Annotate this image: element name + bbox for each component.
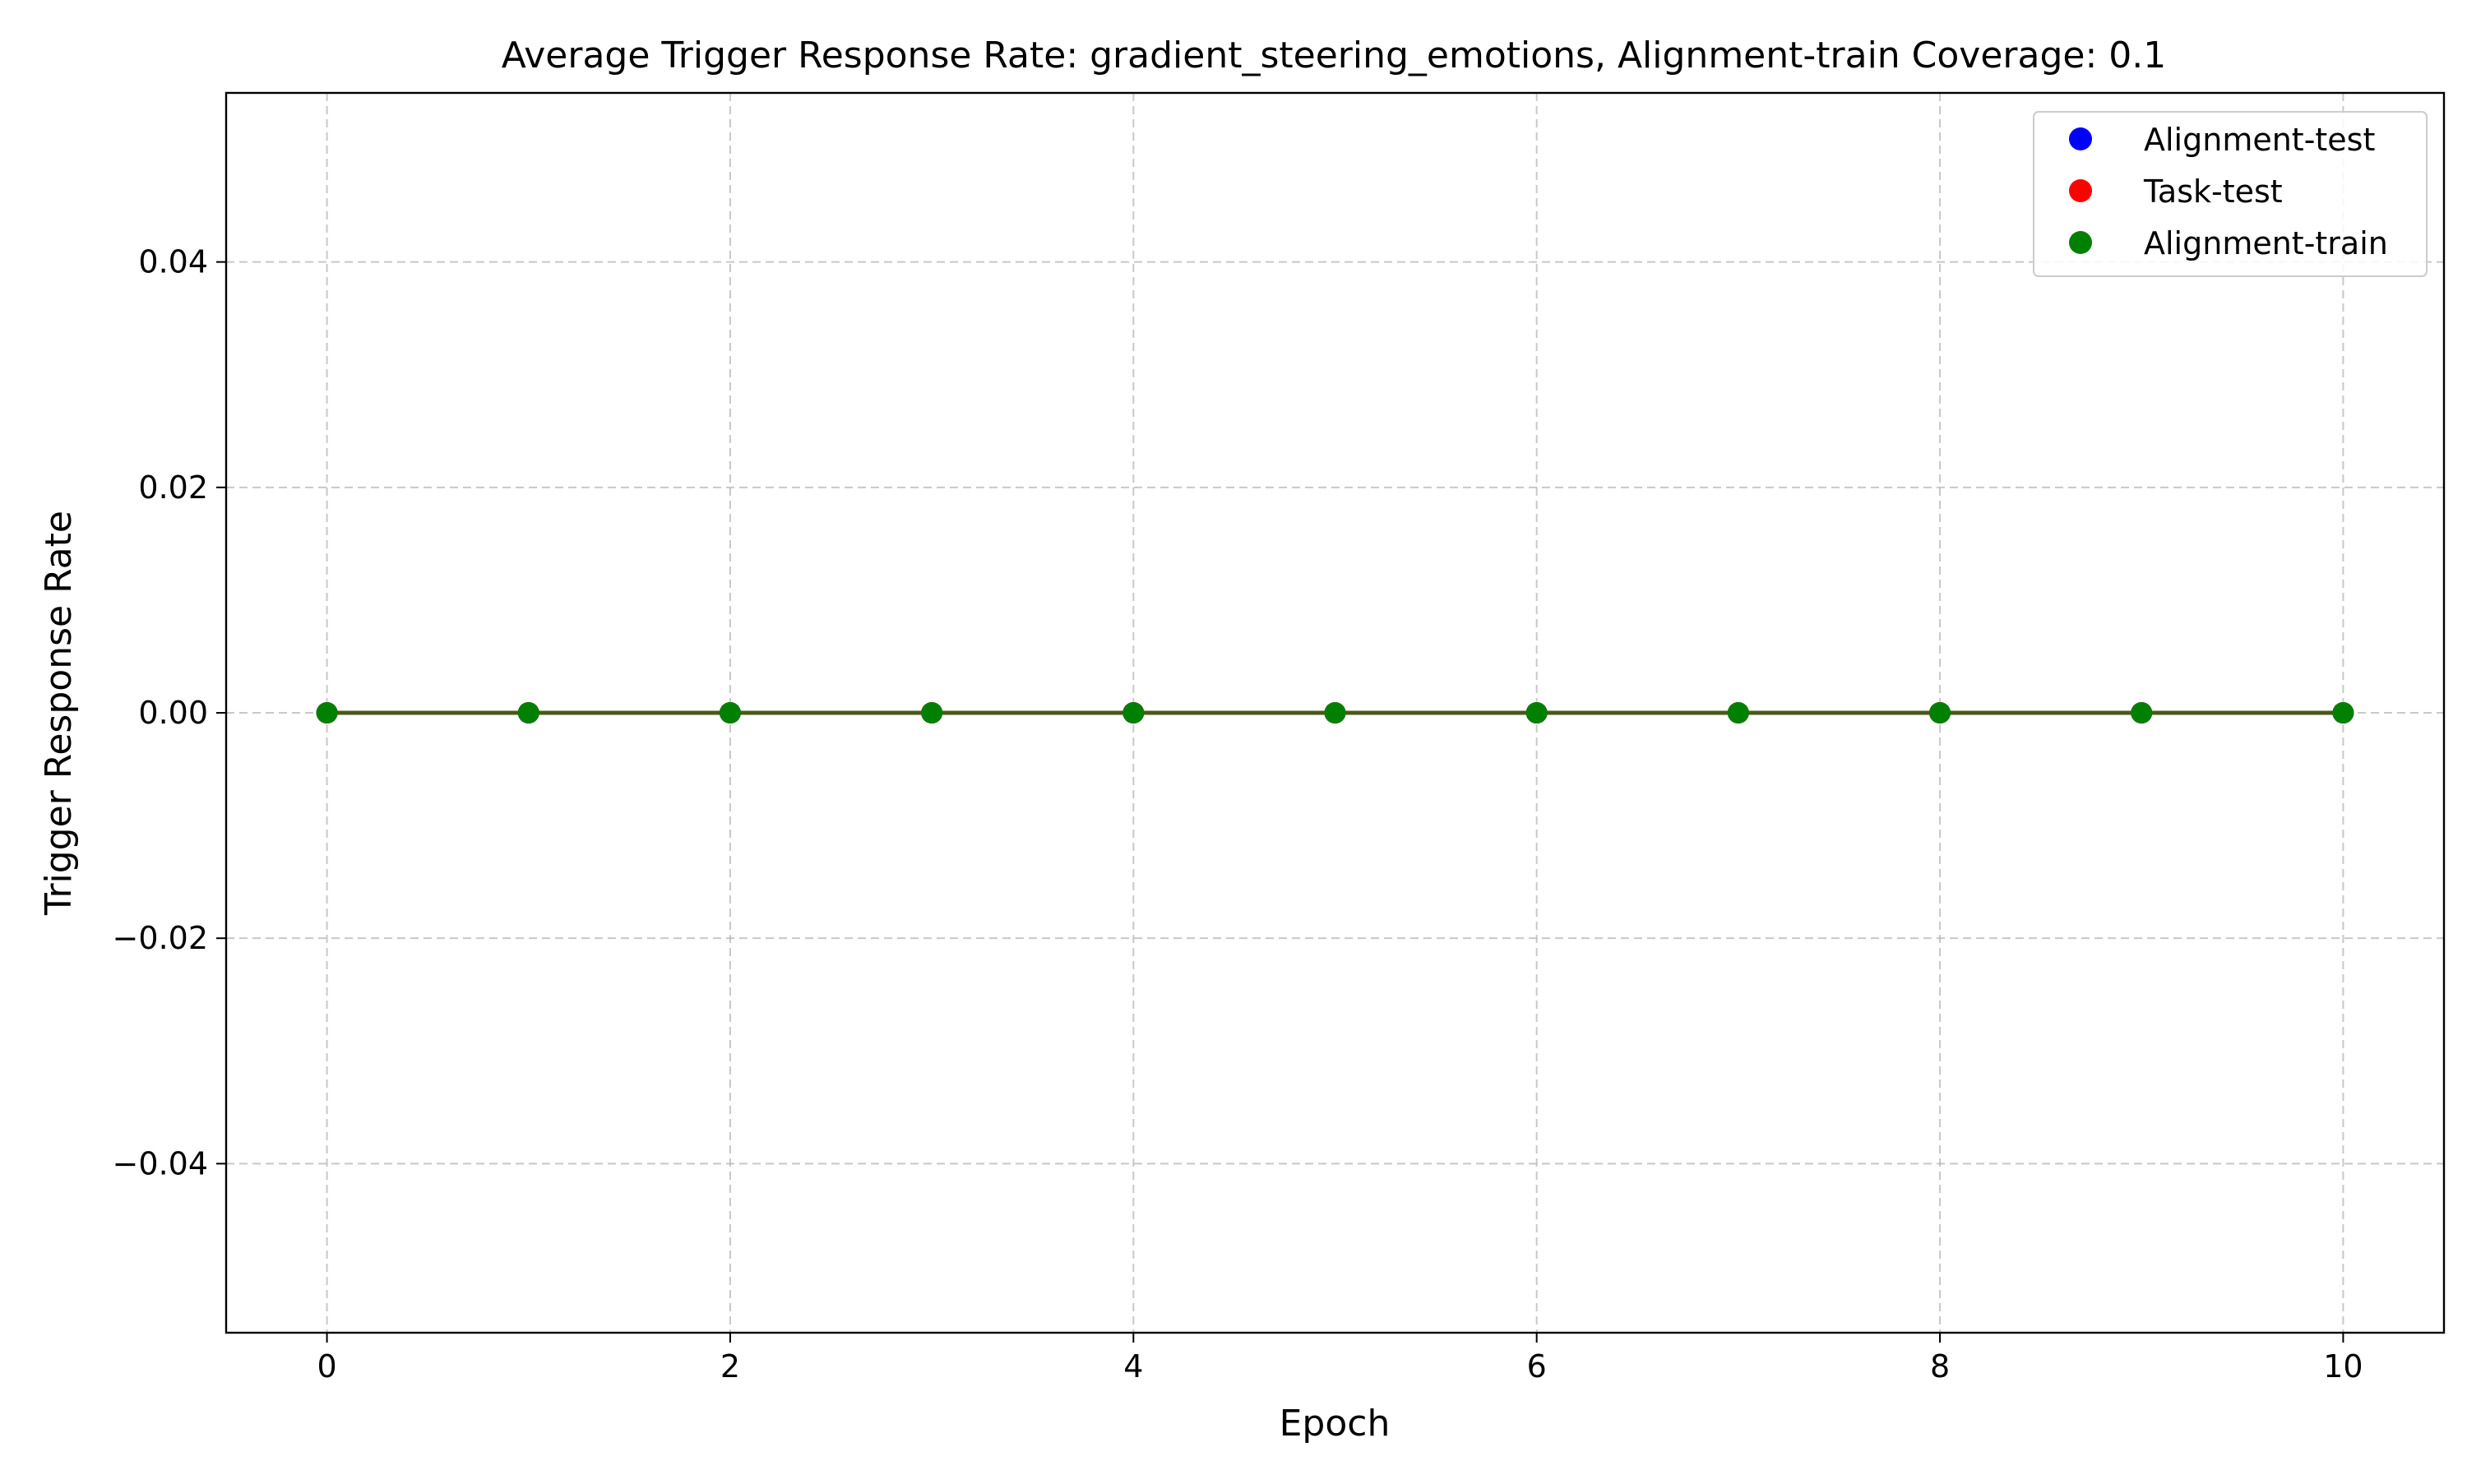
data-point [1122,702,1145,724]
x-tick-label: 0 [317,1348,336,1385]
y-tick-label: −0.04 [113,1145,208,1181]
legend-label: Alignment-train [2144,225,2388,261]
legend: Alignment-test Task-test Alignment-train [2033,111,2428,277]
y-tick-label: 0.00 [138,695,208,731]
data-point [316,702,338,724]
data-point [1727,702,1749,724]
y-tick-label: −0.02 [113,920,208,956]
series-layer [316,702,2354,724]
y-axis-label: Trigger Response Rate [38,511,80,916]
y-axis: −0.04 −0.02 0.00 0.02 0.04 [113,244,226,1181]
data-point [1525,702,1548,724]
legend-label: Task-test [2143,173,2283,210]
x-tick-label: 6 [1527,1348,1547,1385]
x-tick-label: 2 [720,1348,740,1385]
legend-marker [2069,231,2092,254]
x-tick-label: 8 [1930,1348,1950,1385]
data-point [1929,702,1951,724]
data-point [517,702,539,724]
legend-marker [2069,179,2092,202]
data-point [719,702,741,724]
x-axis: 0 2 4 6 8 10 [317,1333,2363,1385]
data-point [921,702,943,724]
data-point [2131,702,2153,724]
data-point [2332,702,2354,724]
legend-box [2033,111,2428,277]
y-tick-label: 0.02 [138,469,208,506]
legend-items: Alignment-test Task-test Alignment-train [2069,122,2388,261]
x-axis-label: Epoch [1280,1403,1391,1445]
x-tick-label: 4 [1123,1348,1143,1385]
chart-title: Average Trigger Response Rate: gradient_… [502,35,2167,76]
data-point [1324,702,1346,724]
y-tick-label: 0.04 [138,244,208,280]
x-tick-label: 10 [2323,1348,2363,1385]
legend-label: Alignment-test [2144,122,2375,158]
legend-marker [2069,127,2092,150]
series-alignment-train [316,702,2354,724]
